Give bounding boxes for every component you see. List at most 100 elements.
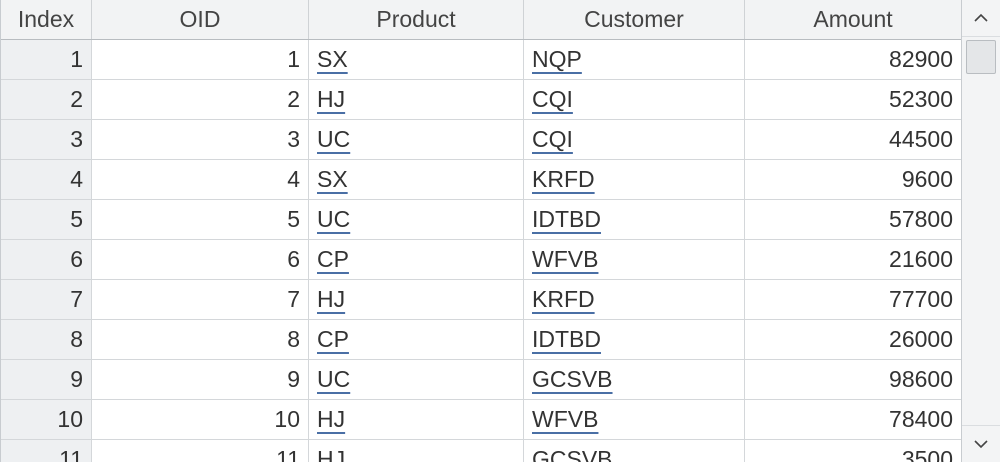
cell-product-link[interactable]: UC [317,366,351,392]
cell-customer[interactable]: CQI [524,80,745,119]
table-row[interactable]: 10 10 HJ WFVB 78400 [1,400,962,440]
cell-customer-link[interactable]: GCSVB [532,446,613,462]
cell-customer-link[interactable]: IDTBD [532,206,601,232]
cell-customer[interactable]: GCSVB [524,440,745,462]
cell-customer-link[interactable]: KRFD [532,166,595,192]
cell-index[interactable]: 5 [1,200,92,239]
cell-product[interactable]: HJ [309,440,524,462]
cell-customer[interactable]: KRFD [524,280,745,319]
cell-customer-link[interactable]: IDTBD [532,326,601,352]
cell-amount[interactable]: 52300 [745,80,962,119]
cell-customer-link[interactable]: WFVB [532,246,599,272]
cell-product-link[interactable]: HJ [317,86,346,112]
cell-product[interactable]: UC [309,200,524,239]
table-row[interactable]: 4 4 SX KRFD 9600 [1,160,962,200]
cell-index[interactable]: 11 [1,440,92,462]
cell-oid[interactable]: 9 [92,360,309,399]
cell-amount[interactable]: 82900 [745,40,962,79]
scroll-down-button[interactable] [962,425,1000,462]
cell-amount[interactable]: 77700 [745,280,962,319]
cell-oid[interactable]: 1 [92,40,309,79]
cell-customer-link[interactable]: CQI [532,86,573,112]
scroll-up-button[interactable] [962,0,1000,37]
cell-product-link[interactable]: SX [317,166,348,192]
cell-product[interactable]: SX [309,160,524,199]
cell-product[interactable]: SX [309,40,524,79]
cell-product-link[interactable]: SX [317,46,348,72]
cell-product[interactable]: CP [309,240,524,279]
cell-product-link[interactable]: UC [317,206,351,232]
cell-customer[interactable]: GCSVB [524,360,745,399]
cell-oid[interactable]: 3 [92,120,309,159]
cell-oid[interactable]: 10 [92,400,309,439]
table-row[interactable]: 5 5 UC IDTBD 57800 [1,200,962,240]
cell-customer-link[interactable]: GCSVB [532,366,613,392]
cell-index[interactable]: 10 [1,400,92,439]
cell-amount[interactable]: 26000 [745,320,962,359]
cell-customer[interactable]: CQI [524,120,745,159]
cell-index[interactable]: 4 [1,160,92,199]
cell-index[interactable]: 8 [1,320,92,359]
chevron-up-icon [974,13,988,22]
cell-product[interactable]: HJ [309,400,524,439]
cell-product[interactable]: UC [309,120,524,159]
cell-oid[interactable]: 4 [92,160,309,199]
cell-product[interactable]: HJ [309,280,524,319]
cell-oid[interactable]: 6 [92,240,309,279]
cell-oid[interactable]: 7 [92,280,309,319]
table-row[interactable]: 2 2 HJ CQI 52300 [1,80,962,120]
cell-customer-link[interactable]: NQP [532,46,582,72]
cell-amount[interactable]: 9600 [745,160,962,199]
scrollbar-thumb[interactable] [966,40,996,74]
table-row[interactable]: 9 9 UC GCSVB 98600 [1,360,962,400]
table-row[interactable]: 3 3 UC CQI 44500 [1,120,962,160]
cell-amount[interactable]: 3500 [745,440,962,462]
vertical-scrollbar[interactable] [961,0,1000,462]
table-row[interactable]: 7 7 HJ KRFD 77700 [1,280,962,320]
column-header-amount[interactable]: Amount [745,0,962,39]
cell-product-link[interactable]: HJ [317,406,346,432]
column-header-index[interactable]: Index [1,0,92,39]
cell-index[interactable]: 3 [1,120,92,159]
cell-customer[interactable]: WFVB [524,400,745,439]
table-row[interactable]: 11 11 HJ GCSVB 3500 [1,440,962,462]
cell-customer[interactable]: WFVB [524,240,745,279]
cell-index[interactable]: 9 [1,360,92,399]
cell-customer[interactable]: KRFD [524,160,745,199]
cell-amount[interactable]: 78400 [745,400,962,439]
cell-customer[interactable]: IDTBD [524,200,745,239]
cell-product[interactable]: CP [309,320,524,359]
cell-product[interactable]: UC [309,360,524,399]
cell-amount[interactable]: 44500 [745,120,962,159]
table: Index OID Product Customer Amount 1 1 SX NQ… [0,0,962,462]
cell-index[interactable]: 2 [1,80,92,119]
column-header-oid[interactable]: OID [92,0,309,39]
cell-index[interactable]: 1 [1,40,92,79]
cell-product-link[interactable]: CP [317,326,349,352]
cell-index[interactable]: 6 [1,240,92,279]
table-row[interactable]: 1 1 SX NQP 82900 [1,40,962,80]
cell-customer-link[interactable]: WFVB [532,406,599,432]
cell-product-link[interactable]: CP [317,246,349,272]
column-header-product[interactable]: Product [309,0,524,39]
cell-product-link[interactable]: HJ [317,286,346,312]
cell-customer-link[interactable]: CQI [532,126,573,152]
column-header-customer[interactable]: Customer [524,0,745,39]
cell-product[interactable]: HJ [309,80,524,119]
cell-product-link[interactable]: HJ [317,446,346,462]
cell-oid[interactable]: 2 [92,80,309,119]
cell-oid[interactable]: 11 [92,440,309,462]
cell-oid[interactable]: 8 [92,320,309,359]
cell-amount[interactable]: 98600 [745,360,962,399]
cell-amount[interactable]: 21600 [745,240,962,279]
table-row[interactable]: 8 8 CP IDTBD 26000 [1,320,962,360]
cell-customer-link[interactable]: KRFD [532,286,595,312]
table-row[interactable]: 6 6 CP WFVB 21600 [1,240,962,280]
cell-oid[interactable]: 5 [92,200,309,239]
cell-product-link[interactable]: UC [317,126,351,152]
cell-index[interactable]: 7 [1,280,92,319]
chevron-down-icon [974,440,988,449]
cell-amount[interactable]: 57800 [745,200,962,239]
cell-customer[interactable]: NQP [524,40,745,79]
cell-customer[interactable]: IDTBD [524,320,745,359]
